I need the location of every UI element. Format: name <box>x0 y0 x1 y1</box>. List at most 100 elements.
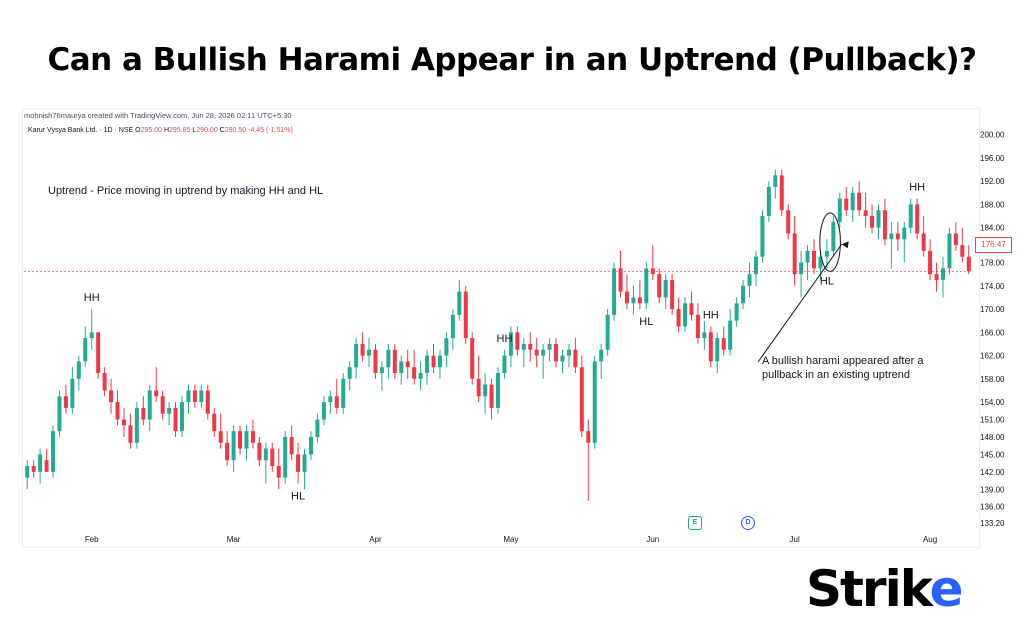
candle-body <box>683 303 688 327</box>
candle-body <box>779 175 784 211</box>
candle-body <box>263 448 268 461</box>
y-tick-label: 142.00 <box>980 468 1005 477</box>
chart-credit: mohnish76maurya created with TradingView… <box>24 111 292 120</box>
candle-body <box>373 349 378 374</box>
legend-high: 295.85 <box>169 127 191 134</box>
candle-body <box>818 256 823 269</box>
harami-arrow-line <box>757 243 843 363</box>
candle-body <box>296 454 301 472</box>
candle-body <box>405 361 410 368</box>
candle-body <box>766 186 771 217</box>
legend-open-label: O <box>135 127 141 134</box>
candle-body <box>392 349 397 374</box>
candle-body <box>218 431 223 443</box>
legend-close-label: C <box>219 127 225 134</box>
y-tick-label: 196.00 <box>980 154 1005 163</box>
candle-body <box>934 274 939 280</box>
candle-body <box>283 436 288 478</box>
candle-body <box>431 355 436 368</box>
candle-body <box>250 431 255 443</box>
y-tick-label: 166.00 <box>980 328 1005 337</box>
candle-body <box>489 384 494 408</box>
candle-body <box>186 390 191 403</box>
y-tick-label: 178.00 <box>980 259 1005 268</box>
candle-body <box>618 268 623 292</box>
y-tick-label: 200.00 <box>980 131 1005 140</box>
chart-frame <box>22 108 980 548</box>
candle-body <box>579 367 584 432</box>
candle-body <box>238 431 243 449</box>
harami-note-line1: A bullish harami appeared after a <box>762 355 924 367</box>
candle-body <box>812 250 816 269</box>
candle-body <box>212 413 217 432</box>
candle-body <box>154 390 159 397</box>
candle-body <box>760 216 765 257</box>
candle-body <box>657 274 662 298</box>
candle-body <box>276 466 281 478</box>
candle-body <box>38 454 43 472</box>
candle-body <box>799 262 804 275</box>
y-tick-label: 158.00 <box>980 375 1005 384</box>
dividend-icon[interactable]: D <box>741 516 755 530</box>
swing-marker: HL <box>820 275 834 287</box>
candle-body <box>728 320 733 350</box>
candle-body <box>953 233 958 246</box>
candle-body <box>244 431 249 449</box>
swing-marker: HL <box>639 316 653 328</box>
candle-body <box>289 436 294 455</box>
candle-body <box>257 442 262 461</box>
candle-body <box>541 349 546 356</box>
candle-body <box>192 390 197 403</box>
candle-body <box>360 343 365 356</box>
candle-body <box>128 425 133 443</box>
candle-body <box>450 314 455 339</box>
candle-body <box>786 210 791 234</box>
candle-body <box>844 198 849 211</box>
candle-body <box>928 250 933 275</box>
candle-body <box>425 355 430 374</box>
candle-body <box>805 250 810 263</box>
swing-marker: HH <box>703 310 719 322</box>
earnings-icon[interactable]: E <box>688 516 702 530</box>
legend-open: 295.00 <box>140 127 162 134</box>
candle-body <box>270 448 275 467</box>
candle-body <box>51 431 56 472</box>
candle-body <box>863 210 868 217</box>
candle-body <box>463 291 468 339</box>
candle-body <box>180 402 184 432</box>
y-tick-label: 139.00 <box>980 485 1005 494</box>
logo-text-k: k <box>899 560 932 618</box>
candle-body <box>554 343 559 362</box>
x-tick-label: Feb <box>85 535 99 544</box>
candle-body <box>25 466 30 478</box>
candle-body <box>831 221 836 251</box>
candle-body <box>412 367 417 379</box>
chart-legend: Karur Vysya Bank Ltd. · 1D · NSE O295.00… <box>28 127 293 134</box>
candle-body <box>624 291 629 304</box>
legend-symbol: Karur Vysya Bank Ltd. · 1D · NSE <box>28 127 134 134</box>
x-tick-label: Aug <box>923 535 937 544</box>
candle-body <box>44 460 49 472</box>
candle-body <box>437 355 442 368</box>
candle-body <box>889 233 894 240</box>
candle-body <box>83 338 88 362</box>
candle-body <box>483 384 488 397</box>
candle-body <box>528 343 533 350</box>
candle-body <box>689 303 694 315</box>
y-tick-label: 188.00 <box>980 200 1005 209</box>
candle-body <box>921 233 926 251</box>
swing-marker: HL <box>291 490 305 502</box>
candle-body <box>960 245 965 257</box>
candle-body <box>57 396 62 432</box>
candle-body <box>476 378 481 397</box>
candle-body <box>850 192 855 211</box>
x-tick-label: Jun <box>646 535 659 544</box>
candle-body <box>702 332 707 339</box>
y-tick-label: 145.00 <box>980 450 1005 459</box>
candle-body <box>63 396 68 408</box>
candle-body <box>328 396 333 403</box>
candle-body <box>792 233 797 275</box>
candle-body <box>418 373 423 379</box>
candle-body <box>966 256 971 272</box>
